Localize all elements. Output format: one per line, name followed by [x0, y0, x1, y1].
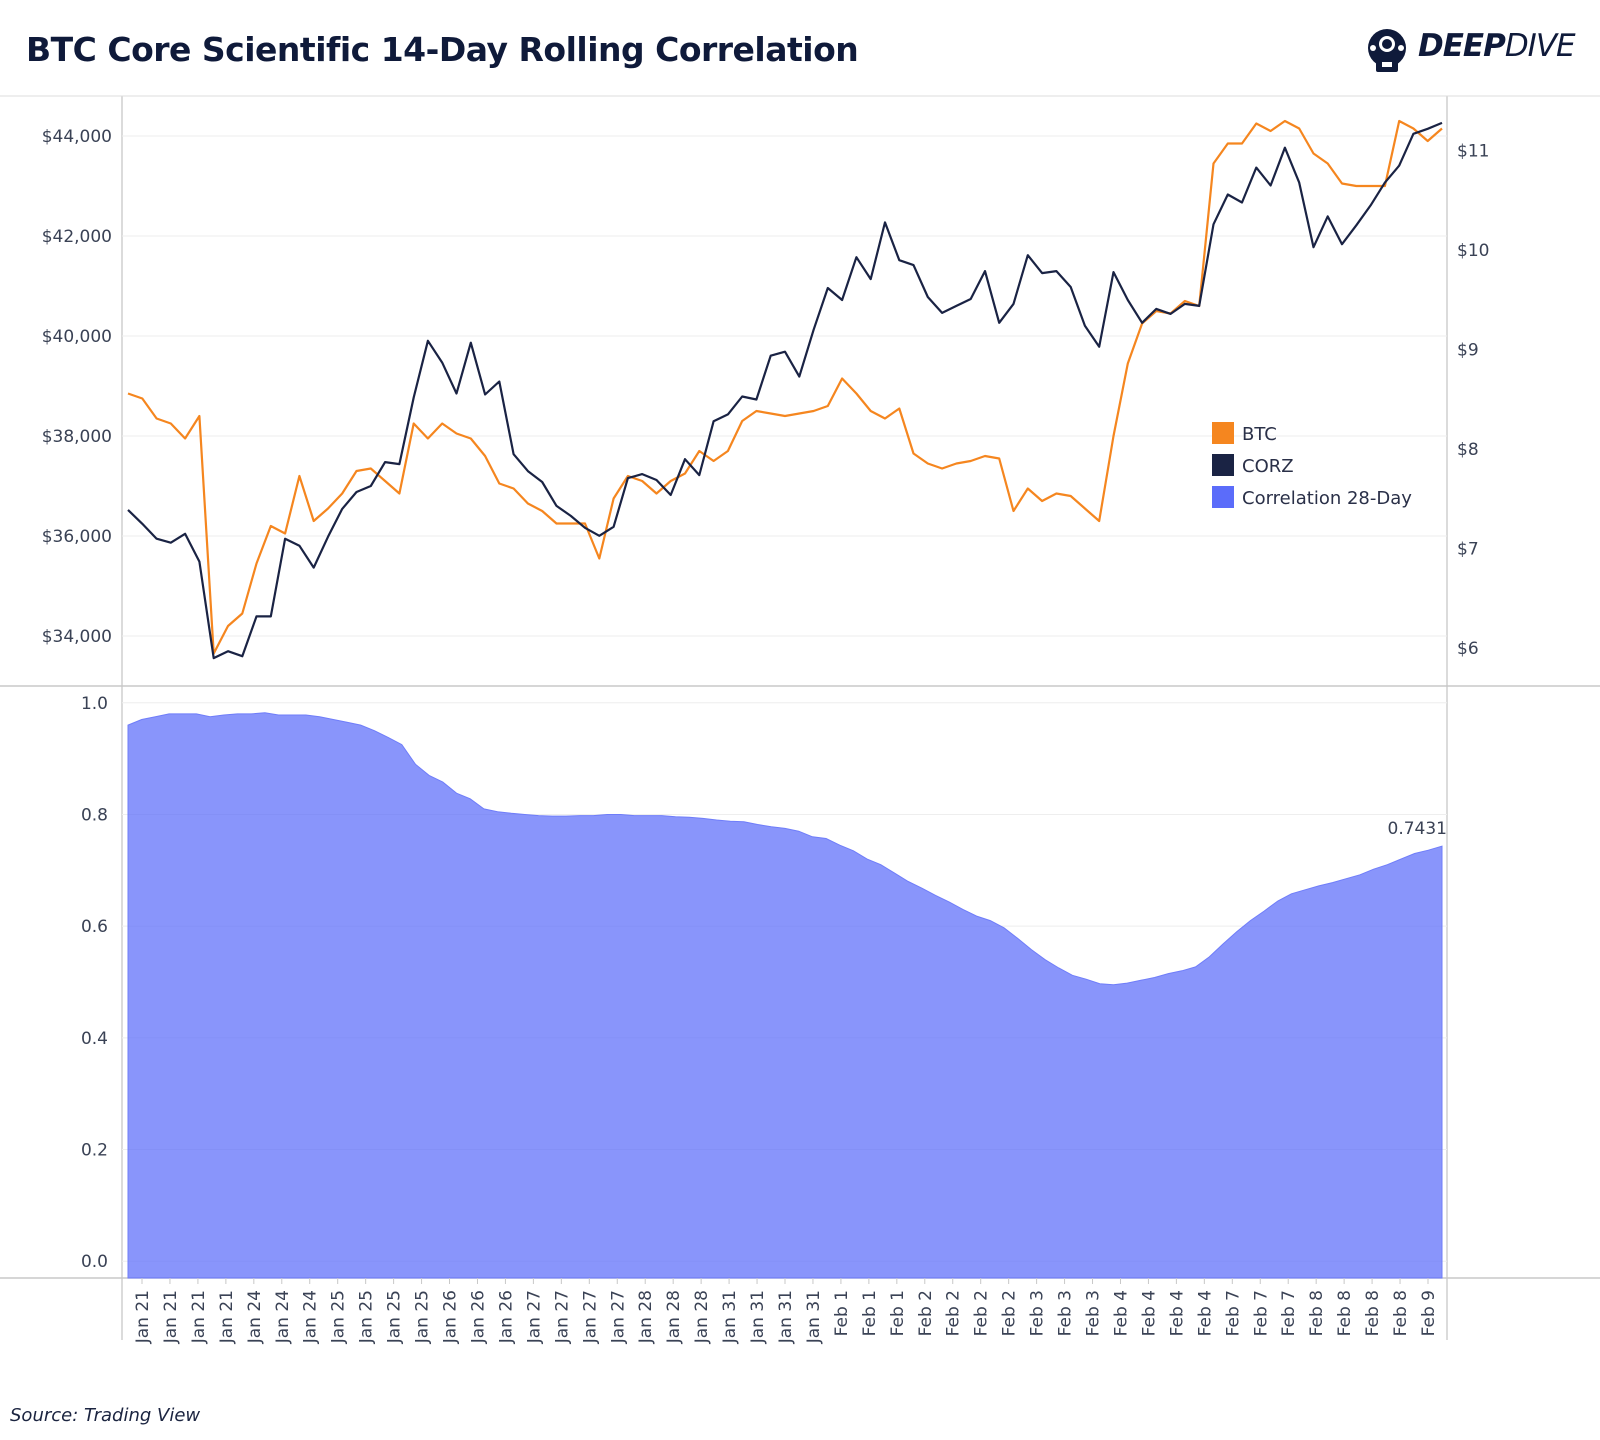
right-axis-ticks: $6 $7 $8 $9 $10 $11 [1457, 142, 1489, 659]
x-tick-label: Feb 4 [1139, 1290, 1159, 1336]
left-axis-ticks: $34,000 $36,000 $38,000 $40,000 $42,000 $44,0… [42, 127, 112, 647]
legend-label: Correlation 28-Day [1242, 488, 1412, 509]
x-tick-label: Feb 8 [1363, 1290, 1383, 1336]
x-tick-label: Jan 25 [329, 1290, 349, 1344]
right-tick-label: $6 [1457, 639, 1479, 659]
x-tick-label: Feb 2 [916, 1290, 936, 1336]
brand-light: DIVE [1504, 28, 1576, 64]
correlation-tick-label: 0.6 [81, 917, 108, 937]
right-tick-label: $9 [1457, 341, 1479, 361]
x-tick-label: Jan 24 [245, 1290, 265, 1344]
x-tick-label: Jan 21 [161, 1290, 181, 1344]
top-gridlines [122, 135, 1447, 637]
x-tick-label: Jan 24 [301, 1290, 321, 1344]
x-tick-label: Feb 9 [1419, 1290, 1439, 1336]
x-tick-label: Jan 27 [580, 1290, 600, 1344]
x-tick-label: Feb 7 [1279, 1290, 1299, 1336]
x-tick-label: Jan 21 [133, 1290, 153, 1344]
x-tick-label: Jan 21 [217, 1290, 237, 1344]
x-tick-label: Jan 28 [664, 1290, 684, 1344]
x-tick-label: Jan 27 [608, 1290, 628, 1344]
x-tick-label: Feb 2 [1000, 1290, 1020, 1336]
x-tick-label: Jan 27 [552, 1290, 572, 1344]
left-tick-label: $44,000 [42, 127, 112, 147]
x-tick-label: Feb 3 [1084, 1290, 1104, 1336]
x-tick-label: Jan 25 [385, 1290, 405, 1344]
x-tick-label: Jan 24 [273, 1290, 293, 1344]
chart-title: BTC Core Scientific 14-Day Rolling Corre… [26, 30, 859, 69]
x-tick-label: Feb 8 [1391, 1290, 1411, 1336]
btc-series-line [127, 119, 1443, 655]
chart-canvas: $34,000 $36,000 $38,000 $40,000 $42,000 $44,0… [0, 95, 1600, 1344]
correlation-tick-label: 0.8 [81, 805, 108, 825]
x-tick-label: Jan 27 [524, 1290, 544, 1344]
x-tick-label: Feb 7 [1223, 1290, 1243, 1336]
price-lines-layer [127, 119, 1443, 660]
x-tick-label: Jan 25 [413, 1290, 433, 1344]
right-tick-label: $11 [1457, 142, 1489, 162]
x-tick-label: Feb 1 [832, 1290, 852, 1336]
corz-series-line [127, 121, 1443, 660]
correlation-area-layer [127, 712, 1443, 1279]
legend-label: CORZ [1242, 456, 1294, 477]
x-tick-label: Feb 3 [1056, 1290, 1076, 1336]
x-tick-label: Feb 1 [888, 1290, 908, 1336]
x-tick-label: Feb 8 [1307, 1290, 1327, 1336]
source-note: Source: Trading View [10, 1405, 201, 1426]
x-tick-label: Feb 4 [1111, 1290, 1131, 1336]
right-tick-label: $7 [1457, 540, 1479, 560]
brand-bold: DEEP [1418, 28, 1506, 64]
x-tick-label: Feb 4 [1167, 1290, 1187, 1336]
legend: BTC CORZ Correlation 28-Day [1212, 422, 1412, 509]
x-tick-label: Jan 21 [189, 1290, 209, 1344]
x-tick-label: Jan 26 [441, 1290, 461, 1344]
x-tick-label: Jan 25 [357, 1290, 377, 1344]
x-axis-ticks: Jan 21 Jan 21 Jan 21 Jan 21 Jan 24 Jan 24 Jan … [133, 1278, 1439, 1344]
x-tick-label: Jan 26 [468, 1290, 488, 1344]
x-tick-label: Jan 31 [720, 1290, 740, 1344]
x-tick-label: Jan 31 [776, 1290, 796, 1344]
correlation-tick-label: 0.2 [81, 1141, 108, 1161]
left-tick-label: $42,000 [42, 227, 112, 247]
deepdive-wordmark: DEEPDIVE [1418, 28, 1576, 64]
x-tick-label: Jan 28 [692, 1290, 712, 1344]
x-tick-label: Jan 31 [804, 1290, 824, 1344]
x-tick-label: Feb 4 [1195, 1290, 1215, 1336]
x-tick-label: Feb 2 [944, 1290, 964, 1336]
correlation-end-label: 0.7431 [1388, 819, 1447, 839]
x-tick-label: Jan 28 [636, 1290, 656, 1344]
left-tick-label: $36,000 [42, 527, 112, 547]
legend-swatch [1212, 454, 1234, 476]
right-tick-label: $10 [1457, 241, 1489, 261]
correlation-tick-label: 1.0 [81, 694, 108, 714]
correlation-tick-label: 0.4 [81, 1029, 108, 1049]
correlation-axis-ticks: 0.0 0.2 0.4 0.6 0.8 1.0 [81, 694, 108, 1272]
x-tick-label: Jan 26 [496, 1290, 516, 1344]
x-tick-label: Feb 2 [972, 1290, 992, 1336]
x-tick-label: Feb 7 [1251, 1290, 1271, 1336]
correlation-area [127, 712, 1443, 1279]
left-tick-label: $38,000 [42, 427, 112, 447]
x-tick-label: Jan 31 [748, 1290, 768, 1344]
legend-swatch [1212, 422, 1234, 444]
legend-label: BTC [1242, 424, 1277, 445]
x-tick-label: Feb 3 [1028, 1290, 1048, 1336]
right-tick-label: $8 [1457, 440, 1479, 460]
x-tick-label: Feb 1 [860, 1290, 880, 1336]
deepdive-logo-icon [1368, 29, 1406, 72]
correlation-tick-label: 0.0 [81, 1252, 108, 1272]
legend-swatch [1212, 486, 1234, 508]
left-tick-label: $34,000 [42, 627, 112, 647]
x-tick-label: Feb 8 [1335, 1290, 1355, 1336]
left-tick-label: $40,000 [42, 327, 112, 347]
